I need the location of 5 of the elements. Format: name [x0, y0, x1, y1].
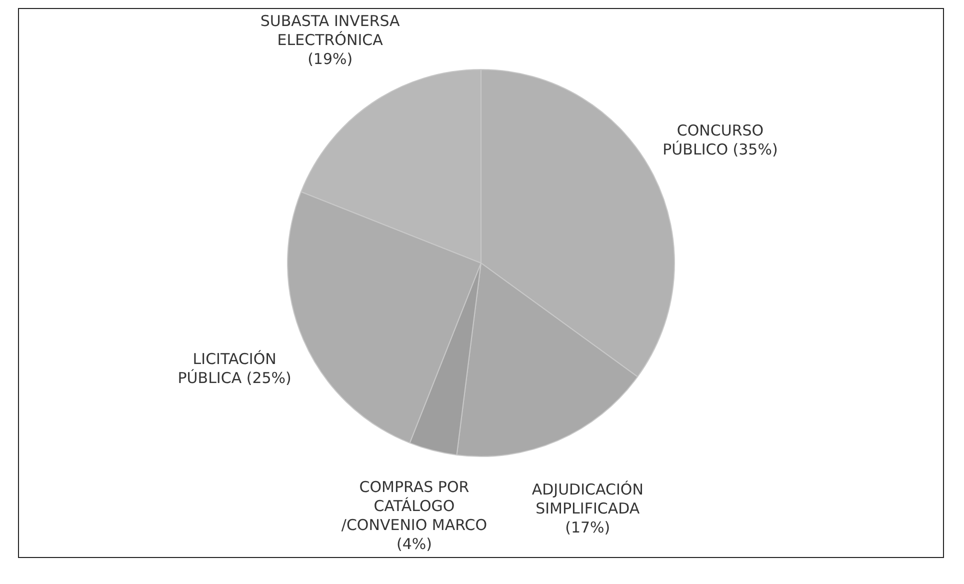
slice-label: ADJUDICACIÓN SIMPLIFICADA (17%)	[532, 480, 644, 536]
slice-label: LICITACIÓN PÚBLICA (25%)	[178, 350, 292, 388]
slice-label: CONCURSO PÚBLICO (35%)	[662, 121, 778, 158]
slice-label: SUBASTA INVERSA ELECTRÓNICA (19%)	[260, 12, 401, 68]
slice-label: COMPRAS POR CATÁLOGO /CONVENIO MARCO (4%)	[341, 478, 488, 553]
